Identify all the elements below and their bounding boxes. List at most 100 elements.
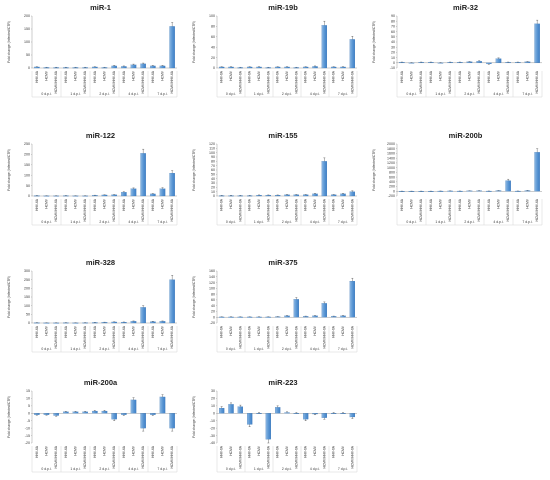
x-category-label: HCMV/HHV-6A — [266, 445, 270, 468]
x-group-label: 4 d.p.i. — [493, 220, 503, 224]
bar — [140, 153, 146, 197]
x-category-label: HCMV/HHV-6A — [141, 325, 145, 348]
x-category-label: HHV-6A — [332, 325, 336, 338]
x-category-label: HCMV/HHV-6A — [54, 325, 58, 348]
x-group-label: 0 d.p.i. — [226, 467, 236, 471]
bar — [169, 173, 175, 197]
bar — [169, 26, 175, 69]
x-category-label: HCMV — [74, 198, 78, 209]
y-tick-label: 1000 — [387, 166, 395, 170]
x-category-label: HCMV — [313, 70, 317, 81]
x-category-label: HHV-6A — [151, 70, 155, 83]
y-tick-label: 100 — [24, 173, 30, 177]
x-category-label: HCMV/HHV-6A — [477, 198, 481, 221]
bar — [72, 411, 79, 414]
chart-panel-mir-122: miR-122 Fold change (Infected/CTR) 0 50 100 1… — [7, 131, 178, 226]
bar — [247, 316, 253, 318]
x-category-label: HCMV — [257, 198, 261, 209]
x-category-label: HCMV — [313, 445, 317, 456]
bar — [34, 195, 40, 197]
bar — [303, 66, 309, 69]
x-category-label: HCMV/HHV-6A — [294, 70, 298, 93]
x-category-label: HCMV — [45, 325, 49, 336]
y-tick-label: 0 — [393, 189, 395, 193]
bar — [331, 413, 337, 414]
bar — [284, 412, 290, 414]
x-group-label: 7 d.p.i. — [522, 220, 532, 224]
bar — [505, 62, 511, 63]
x-category-label: HHV-6A — [516, 70, 520, 83]
x-category-label: HCMV — [45, 198, 49, 209]
bar — [331, 316, 337, 318]
y-tick-label: 30 — [211, 181, 215, 185]
y-tick-label: 0 — [213, 411, 215, 415]
x-category-label: HCMV/HHV-6A — [170, 70, 174, 93]
chart-title: miR-1 — [90, 3, 111, 12]
y-tick-label: -20 — [25, 441, 30, 445]
bar — [43, 322, 50, 324]
bar — [340, 193, 346, 197]
x-category-label: HCMV — [103, 445, 107, 456]
bar — [82, 67, 88, 69]
bar — [237, 67, 243, 69]
x-category-label: HCMV/HHV-6A — [112, 198, 116, 221]
bar — [265, 67, 271, 69]
x-category-label: HCMV — [103, 70, 107, 81]
x-category-label: HCMV/HHV-6A — [350, 325, 354, 348]
bar — [312, 413, 318, 415]
y-tick-label: 50 — [26, 313, 30, 317]
y-tick-label: 90 — [211, 155, 215, 159]
y-tick-label: 5 — [28, 404, 30, 408]
x-category-label: HHV-6A — [248, 198, 252, 211]
bar — [72, 67, 79, 69]
bar — [159, 396, 166, 414]
x-category-label: HCMV — [285, 445, 289, 456]
y-tick-label: 150 — [24, 27, 30, 31]
y-tick-label: 100 — [24, 304, 30, 308]
x-category-label: HCMV/HHV-6A — [112, 325, 116, 348]
x-category-label: HCMV/HHV-6A — [112, 70, 116, 93]
y-tick-label: 1800 — [387, 147, 395, 151]
bar — [505, 180, 511, 192]
y-tick-label: 600 — [389, 175, 395, 179]
bar — [34, 66, 40, 69]
x-group-label: 2 d.p.i. — [282, 467, 292, 471]
bar — [92, 66, 98, 69]
y-axis-label: Fold change (Infected/CTR) — [7, 21, 11, 63]
x-category-label: HCMV — [257, 325, 261, 336]
x-category-label: HHV-6A — [487, 198, 491, 211]
y-tick-label: 150 — [24, 295, 30, 299]
x-category-label: HCMV — [229, 198, 233, 209]
x-group-label: 0 d.p.i. — [41, 347, 51, 351]
y-tick-label: 30 — [211, 389, 215, 393]
bar — [331, 66, 337, 69]
x-category-label: HCMV — [257, 445, 261, 456]
bar — [524, 190, 531, 192]
y-tick-label: 80 — [211, 292, 215, 296]
bar — [219, 316, 225, 318]
x-category-label: HCMV/HHV-6A — [350, 70, 354, 93]
x-category-label: HHV-6A — [64, 198, 68, 211]
bar — [169, 413, 175, 429]
x-category-label: HCMV — [229, 70, 233, 81]
bar — [321, 303, 327, 318]
x-category-label: HHV-6A — [151, 325, 155, 338]
y-tick-label: 800 — [389, 171, 395, 175]
bar — [92, 195, 98, 197]
x-category-label: HCMV/HHV-6A — [141, 445, 145, 468]
bar — [284, 66, 290, 69]
x-category-label: HCMV/HHV-6A — [448, 70, 452, 93]
x-category-label: HHV-6A — [64, 325, 68, 338]
y-tick-label: 100 — [209, 287, 215, 291]
x-group-label: 1 d.p.i. — [254, 220, 264, 224]
x-category-label: HHV-6A — [429, 70, 433, 83]
bar — [130, 188, 137, 197]
x-group-label: 1 d.p.i. — [435, 92, 445, 96]
x-category-label: HCMV/HHV-6A — [535, 70, 539, 93]
bar — [219, 407, 225, 414]
y-tick-label: 0 — [28, 321, 30, 325]
x-category-label: HCMV — [132, 198, 136, 209]
x-category-label: HHV-6A — [122, 325, 126, 338]
x-group-label: 4 d.p.i. — [493, 92, 503, 96]
